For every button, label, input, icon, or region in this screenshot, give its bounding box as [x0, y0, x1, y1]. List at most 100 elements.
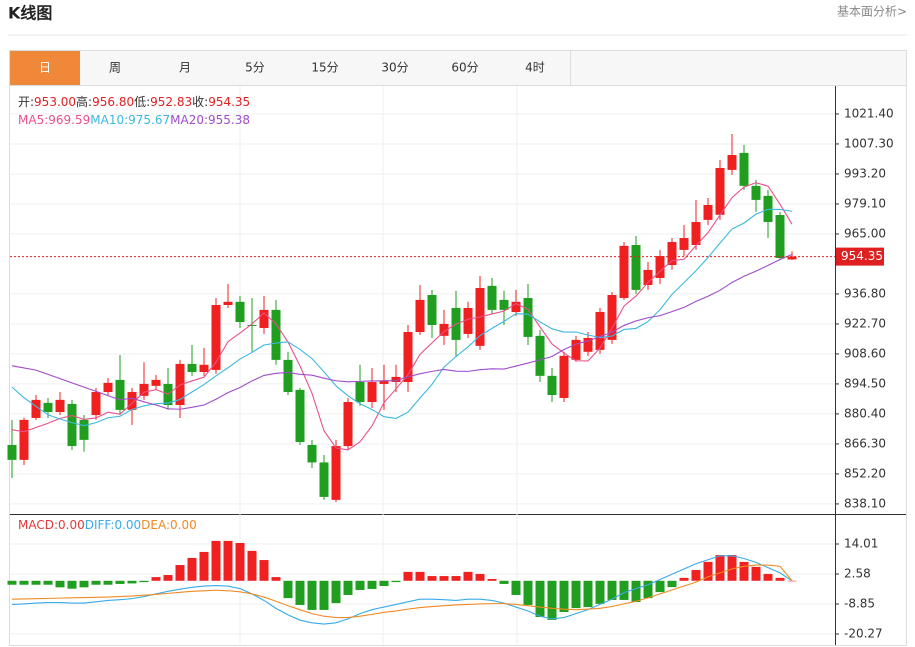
candle-body — [67, 403, 77, 447]
macd-bar — [115, 580, 125, 584]
page-title: K线图 — [8, 4, 52, 23]
tab-label[interactable]: 15分 — [311, 61, 338, 75]
macd-bar — [163, 575, 173, 581]
macd-bar — [487, 578, 497, 581]
candle-body — [679, 237, 689, 250]
candle-body — [499, 299, 509, 310]
y-tick-label: 880.40 — [844, 406, 886, 420]
candle-body — [307, 444, 317, 463]
tab-bg[interactable] — [10, 51, 80, 85]
macd-bar — [523, 580, 533, 605]
candle-body — [403, 332, 413, 383]
macd-bar — [511, 580, 521, 595]
candle-body — [703, 205, 713, 220]
macd-bar — [439, 576, 449, 581]
macd-bar — [19, 580, 29, 585]
candle-body — [595, 312, 605, 350]
legend-name: 高: — [76, 94, 92, 109]
macd-bar — [403, 571, 413, 581]
candle-body — [127, 392, 137, 410]
macd-bar — [535, 580, 545, 618]
fundamental-link[interactable]: 基本面分析> — [837, 5, 907, 19]
tab-bg[interactable] — [430, 51, 500, 85]
macd-bar — [427, 576, 437, 581]
macd-bar — [631, 580, 641, 603]
macd-bar — [283, 580, 293, 599]
candle-body — [643, 269, 653, 286]
candle-body — [367, 382, 377, 403]
candle-body — [727, 155, 737, 170]
macd-bar — [55, 580, 65, 588]
candle-body — [43, 402, 53, 413]
candle-body — [427, 295, 437, 325]
candle-body — [295, 389, 305, 443]
macd-bar — [295, 580, 305, 605]
ma-line — [11, 253, 793, 410]
candle-body — [739, 152, 749, 186]
macd-bar — [67, 580, 77, 589]
y-tick-label: 852.20 — [844, 466, 886, 480]
macd-bar — [379, 580, 389, 587]
y-tick-label: 965.00 — [844, 226, 886, 240]
candle-body — [523, 297, 533, 337]
legend-value: 952.83 — [150, 95, 192, 109]
tabs: 日 周 月 5分 15分 30分 60分 4时 — [10, 51, 571, 85]
candle-body — [199, 364, 209, 373]
macd-bar — [703, 561, 713, 581]
macd-bar — [775, 577, 785, 581]
macd-bar — [223, 540, 233, 581]
macd-bar — [199, 551, 209, 581]
legend-name: 收: — [192, 95, 208, 109]
candle-body — [463, 307, 473, 334]
y-tick-label: 2.58 — [844, 567, 871, 581]
macd-bar — [451, 576, 461, 581]
legend-name: MACD: — [18, 518, 58, 532]
tab-label[interactable]: 30分 — [381, 61, 408, 75]
tab-bg[interactable] — [80, 51, 150, 85]
tab-label[interactable]: 周 — [109, 61, 121, 75]
candle-body — [607, 295, 617, 340]
macd-bar — [739, 561, 749, 581]
macd-bar — [763, 573, 773, 581]
candle-body — [283, 359, 293, 393]
tab-bg[interactable] — [500, 51, 570, 85]
tab-label[interactable]: 日 — [39, 61, 51, 75]
legend-name: MA5: — [18, 113, 48, 127]
candle-body — [391, 376, 401, 383]
candle-body — [211, 304, 221, 370]
macd-bar — [31, 580, 41, 585]
macd-bar — [667, 580, 677, 588]
tab-bg[interactable] — [360, 51, 430, 85]
macd-bar — [727, 555, 737, 581]
macd-bar — [691, 570, 701, 581]
legend-value: 955.38 — [208, 113, 250, 127]
tab-label[interactable]: 60分 — [451, 61, 478, 75]
y-tick-label: 1007.30 — [844, 136, 894, 150]
legend-name: 开: — [18, 95, 34, 109]
macd-bar — [127, 580, 137, 584]
candle-body — [343, 402, 353, 447]
candle-body — [619, 245, 629, 298]
y-tick-label: 894.50 — [844, 376, 886, 390]
legend-value: 0.00 — [170, 518, 197, 532]
candle-body — [223, 301, 233, 305]
macd-line — [11, 555, 793, 625]
candle-body — [655, 256, 665, 278]
macd-bar — [415, 571, 425, 581]
tab-bg[interactable] — [290, 51, 360, 85]
tab-label[interactable]: 4时 — [525, 61, 545, 75]
macd-line — [11, 564, 793, 619]
y-tick-label: -8.85 — [844, 597, 875, 611]
tab-label[interactable]: 5分 — [245, 61, 265, 75]
legend-name: MA10: — [90, 113, 128, 127]
tab-bg[interactable] — [220, 51, 290, 85]
candle-body — [115, 379, 125, 410]
candle-body — [751, 185, 761, 200]
chart-frame — [9, 50, 907, 646]
macd-bar — [583, 580, 593, 608]
tab-label[interactable]: 月 — [179, 61, 191, 75]
tab-bg[interactable] — [150, 51, 220, 85]
ma-line — [11, 208, 793, 427]
macd-bar — [247, 550, 257, 581]
